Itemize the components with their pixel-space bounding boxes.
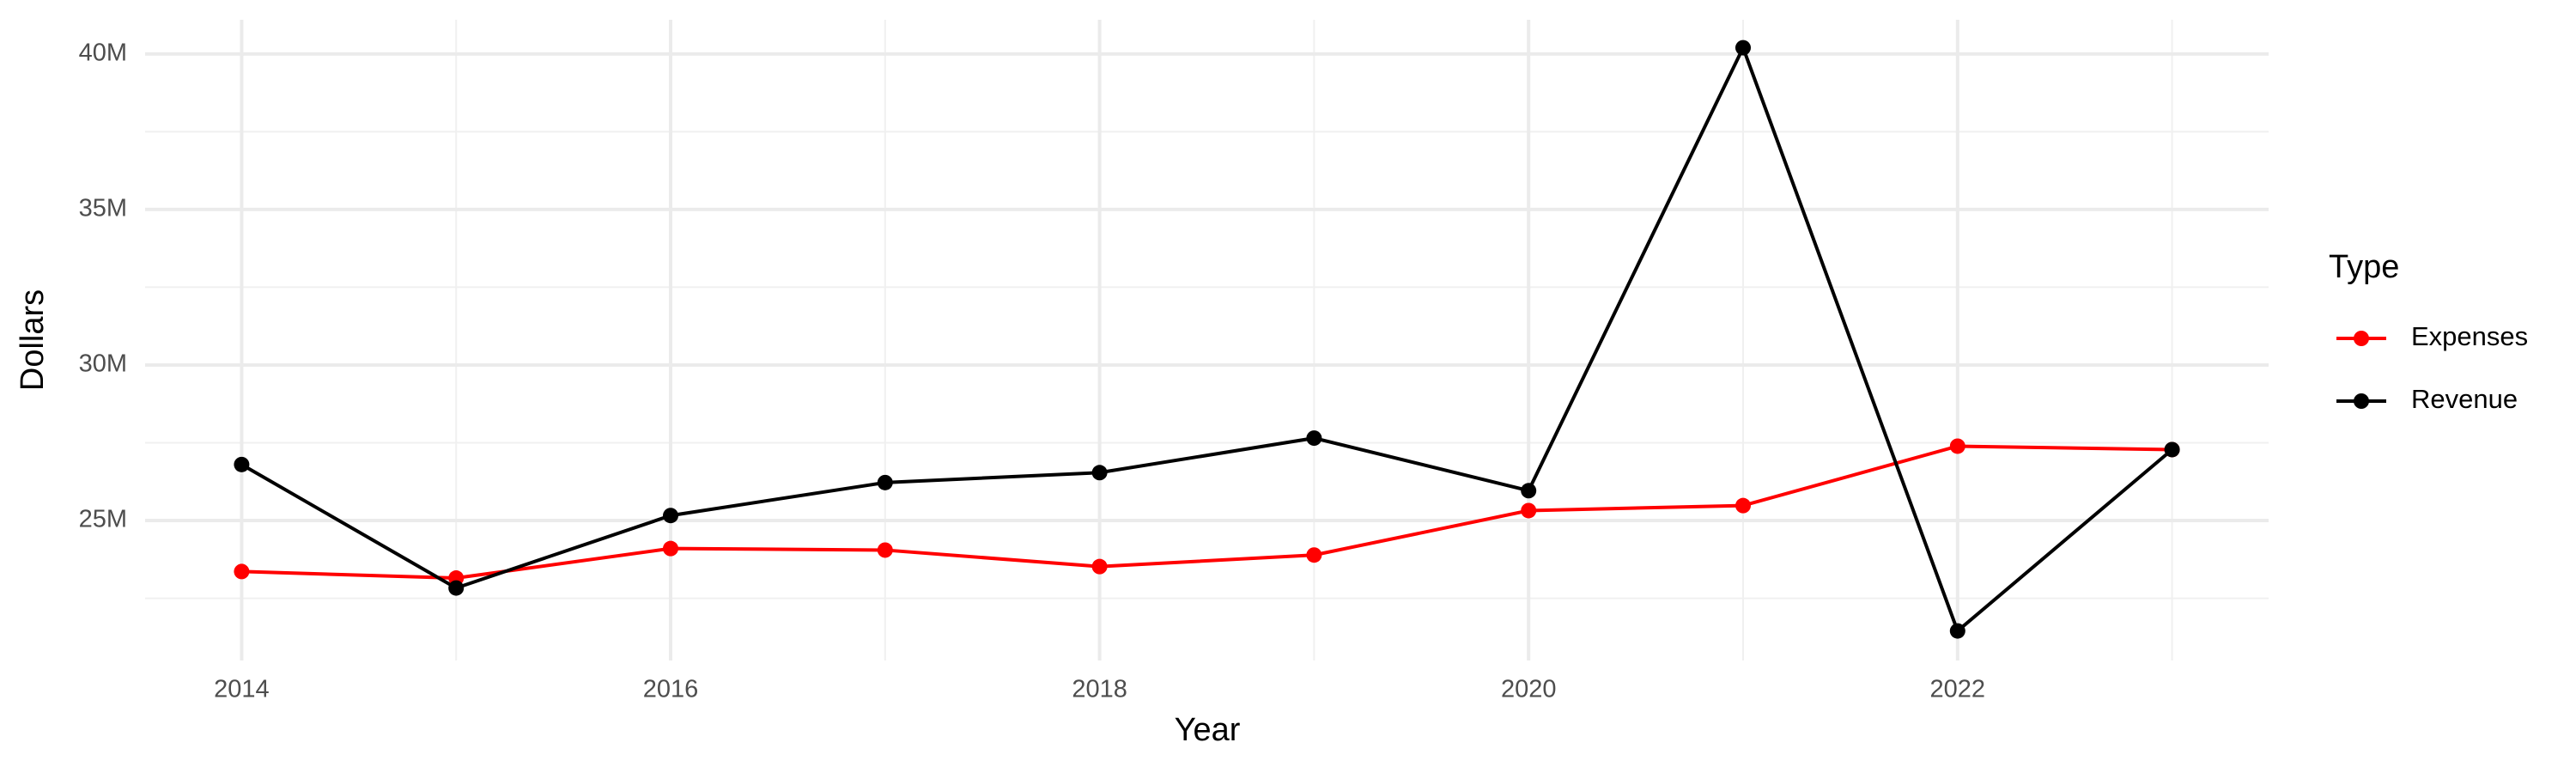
data-point	[1735, 40, 1751, 56]
y-tick-label: 40M	[79, 39, 127, 66]
y-tick-label: 35M	[79, 195, 127, 222]
data-point	[1735, 497, 1751, 514]
series-line	[241, 444, 2172, 581]
data-point	[1521, 502, 1537, 519]
data-point	[877, 474, 893, 490]
y-axis-title: Dollars	[15, 289, 51, 391]
data-point	[448, 580, 465, 596]
data-point	[663, 508, 679, 524]
legend-label: Expenses	[2411, 321, 2528, 351]
x-tick-label: 2018	[1072, 676, 1127, 703]
x-tick-label: 2020	[1501, 676, 1557, 703]
legend-key-point	[2354, 331, 2369, 346]
grid	[145, 20, 2269, 660]
data-point	[234, 456, 250, 472]
data-point	[1091, 465, 1108, 481]
data-point	[1949, 623, 1965, 639]
plot	[234, 40, 2180, 639]
y-tick-label: 25M	[79, 506, 127, 533]
data-point	[663, 540, 679, 557]
legend-label: Revenue	[2411, 384, 2518, 414]
series-line	[240, 43, 2173, 634]
legend-title: Type	[2329, 249, 2399, 285]
x-tick-label: 2016	[643, 676, 699, 703]
y-tick-label: 30M	[79, 350, 127, 378]
data-point	[1091, 558, 1108, 575]
data-point	[877, 542, 893, 558]
data-point	[1306, 547, 1322, 563]
x-axis-title: Year	[1175, 712, 1241, 748]
data-point	[1306, 430, 1322, 447]
data-point	[1949, 438, 1965, 454]
x-tick-label: 2022	[1930, 676, 1986, 703]
data-point	[1521, 483, 1537, 499]
legend: Expenses Revenue	[2336, 321, 2528, 414]
x-tick-label: 2014	[214, 676, 270, 703]
data-point	[234, 563, 250, 580]
legend-key-point	[2354, 393, 2369, 409]
data-point	[2164, 441, 2180, 458]
